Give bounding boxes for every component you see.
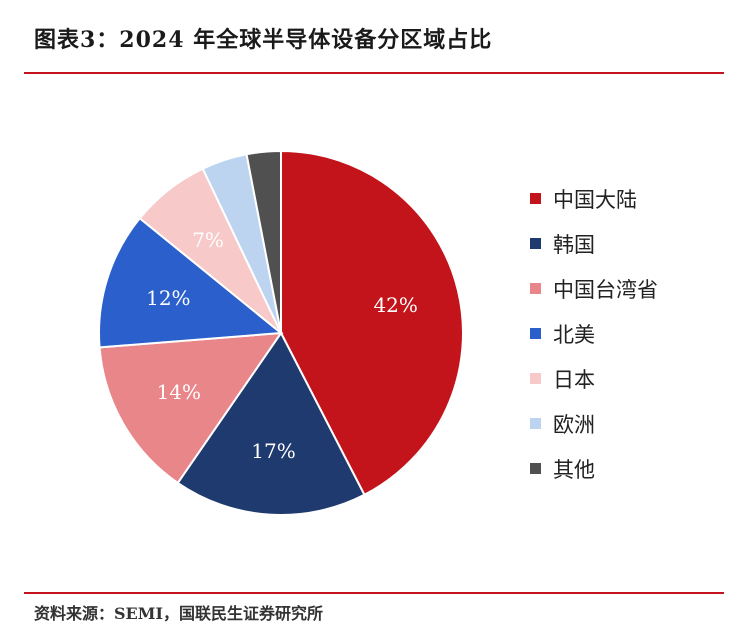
pie-slice-labels: 42% 17% 14% 12% 7%	[146, 228, 418, 463]
slice-label: 17%	[251, 439, 295, 463]
legend-swatch	[530, 463, 541, 474]
slice-label: 14%	[157, 380, 201, 404]
pie-slice	[98, 331, 284, 485]
pie-slice	[280, 149, 464, 497]
pie-slice	[98, 216, 284, 349]
legend-swatch	[530, 418, 541, 429]
slice-label: 42%	[373, 293, 417, 317]
pie-slice	[176, 331, 366, 516]
legend-swatch	[530, 283, 541, 294]
legend-item: 中国台湾省	[530, 266, 658, 311]
legend-item: 中国大陆	[530, 176, 658, 221]
legend-label: 韩国	[553, 232, 595, 257]
legend-swatch	[530, 238, 541, 249]
legend-item: 欧洲	[530, 401, 658, 446]
title-divider	[24, 72, 724, 74]
legend-swatch	[530, 193, 541, 204]
chart-legend: 中国大陆韩国中国台湾省北美日本欧洲其他	[530, 176, 658, 491]
pie-slice	[245, 149, 282, 334]
legend-item: 其他	[530, 446, 658, 491]
legend-label: 其他	[553, 457, 595, 482]
source-note: 资料来源：SEMI，国联民生证券研究所	[34, 604, 323, 623]
slice-label: 7%	[192, 228, 224, 252]
chart-title: 图表3：2024 年全球半导体设备分区域占比	[34, 27, 493, 53]
source-divider	[24, 592, 724, 594]
slice-label: 12%	[146, 286, 190, 310]
legend-label: 中国大陆	[553, 187, 637, 212]
legend-item: 北美	[530, 311, 658, 356]
pie-slices	[98, 149, 464, 516]
legend-label: 欧洲	[553, 412, 595, 437]
legend-swatch	[530, 328, 541, 339]
legend-label: 日本	[553, 367, 595, 392]
legend-swatch	[530, 373, 541, 384]
legend-item: 日本	[530, 356, 658, 401]
legend-item: 韩国	[530, 221, 658, 266]
legend-label: 中国台湾省	[553, 277, 658, 302]
legend-label: 北美	[553, 322, 595, 347]
